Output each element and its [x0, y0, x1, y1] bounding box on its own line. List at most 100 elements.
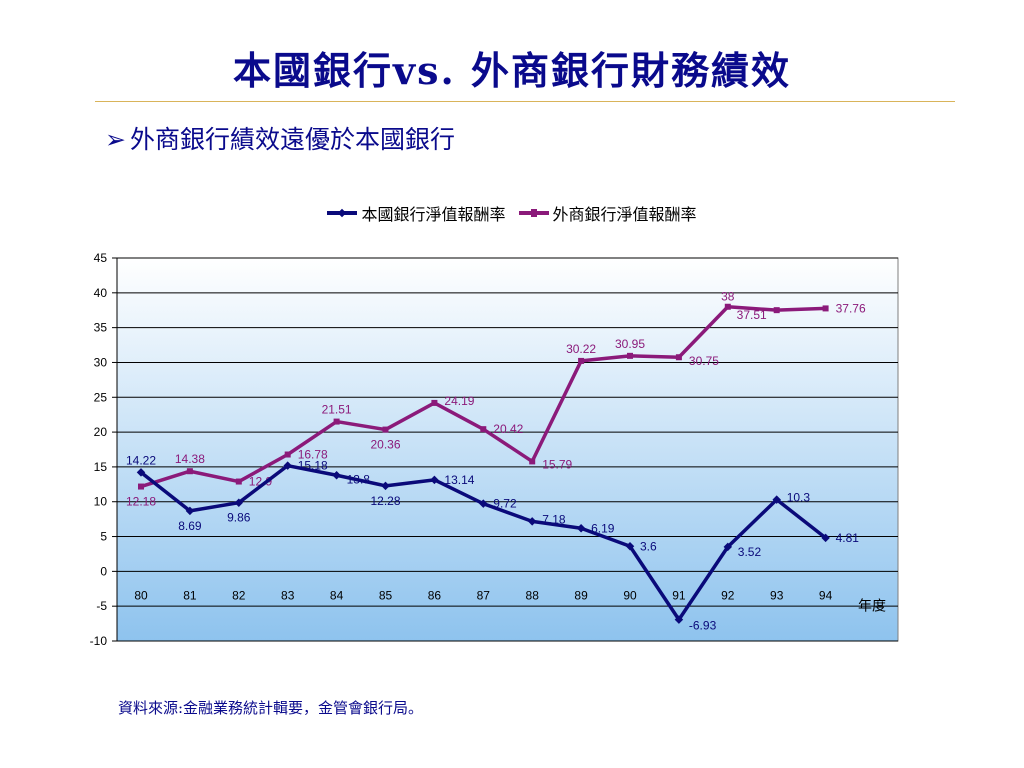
y-tick-label: 30	[94, 355, 108, 369]
y-tick-label: 25	[94, 390, 108, 404]
data-point-domestic	[576, 524, 586, 533]
data-label-foreign: 16.78	[298, 448, 328, 462]
data-label-foreign: 12.18	[126, 495, 156, 509]
legend-swatch-domestic	[327, 211, 358, 215]
x-tick-label: 86	[428, 588, 442, 602]
data-label-foreign: 24.19	[444, 394, 474, 408]
x-axis-label: 年度	[858, 598, 886, 614]
data-label-domestic: 4.81	[836, 531, 860, 545]
x-tick-label: 82	[232, 588, 246, 602]
data-point-domestic	[479, 499, 488, 508]
y-tick-label: 10	[94, 495, 108, 509]
chart-legend: 本國銀行淨值報酬率 外商銀行淨值報酬率	[0, 200, 1024, 225]
data-point-domestic	[185, 506, 195, 516]
data-point-domestic	[136, 468, 146, 477]
title-divider	[95, 101, 955, 102]
x-tick-label: 87	[477, 588, 491, 602]
y-tick-label: -10	[90, 634, 108, 648]
data-point-foreign	[138, 483, 144, 490]
plot-area	[116, 257, 899, 642]
data-label-domestic: 14.22	[126, 453, 156, 467]
x-tick-label: 90	[623, 588, 637, 602]
data-point-domestic	[772, 495, 781, 504]
data-point-foreign	[284, 451, 291, 458]
data-point-domestic	[234, 498, 244, 507]
legend-item-foreign: 外商銀行淨值報酬率	[518, 201, 697, 225]
x-tick-label: 80	[134, 588, 148, 602]
x-tick-label: 93	[770, 588, 784, 602]
data-label-foreign: 15.79	[542, 457, 572, 471]
data-label-foreign: 21.51	[322, 403, 352, 417]
data-point-foreign	[186, 468, 193, 475]
data-label-domestic: 7.18	[542, 512, 566, 526]
x-tick-label: 92	[721, 588, 735, 602]
data-label-domestic: 12.28	[370, 494, 400, 508]
y-tick-label: 40	[94, 286, 108, 300]
x-tick-label: 85	[379, 588, 393, 602]
data-point-domestic	[723, 542, 733, 552]
data-point-foreign	[675, 354, 682, 361]
bullet-point: ➢ 外商銀行績效遠優於本國銀行	[105, 120, 455, 156]
data-point-foreign	[822, 305, 829, 312]
x-tick-label: 83	[281, 588, 295, 602]
y-tick-label: 15	[94, 460, 108, 474]
x-tick-label: 91	[672, 588, 686, 602]
data-label-domestic: 3.52	[738, 545, 762, 559]
y-tick-label: 5	[100, 530, 107, 544]
data-label-domestic: 9.86	[227, 511, 251, 525]
data-point-domestic	[821, 533, 830, 543]
legend-label-foreign: 外商銀行淨值報酬率	[552, 205, 697, 224]
data-label-domestic: 13.8	[347, 472, 371, 486]
data-point-foreign	[529, 458, 536, 465]
data-label-domestic: 13.14	[444, 473, 474, 487]
y-tick-label: 35	[94, 321, 108, 335]
data-label-domestic: 3.6	[640, 539, 657, 553]
data-label-foreign: 30.22	[566, 342, 596, 356]
x-tick-label: 88	[526, 588, 540, 602]
y-tick-label: 45	[94, 251, 108, 265]
data-label-domestic: 9.72	[493, 497, 517, 511]
arrow-bullet-icon: ➢	[105, 125, 126, 154]
source-note: 資料來源:金融業務統計輯要，金管會銀行局。	[118, 699, 424, 717]
x-tick-label: 94	[819, 588, 833, 602]
data-label-foreign: 20.42	[493, 422, 523, 436]
legend-swatch-foreign	[518, 209, 549, 217]
slide-title: 本國銀行vs. 外商銀行財務績效	[233, 48, 791, 93]
data-point-foreign	[578, 357, 585, 364]
y-tick-label: -5	[96, 599, 107, 613]
x-tick-label: 89	[574, 588, 588, 602]
data-label-foreign: 14.38	[175, 452, 205, 466]
data-label-foreign: 12.9	[249, 475, 273, 489]
data-label-foreign: 38	[721, 290, 735, 304]
data-point-domestic	[283, 461, 292, 470]
y-tick-label: 0	[100, 564, 107, 578]
data-point-foreign	[724, 303, 731, 310]
legend-label-domestic: 本國銀行淨值報酬率	[361, 205, 506, 224]
data-point-domestic	[674, 615, 684, 624]
data-label-domestic: -6.93	[689, 619, 717, 633]
data-label-foreign: 30.95	[615, 337, 645, 351]
data-label-foreign: 30.75	[689, 354, 719, 368]
data-label-foreign: 20.36	[370, 438, 400, 452]
data-label-foreign: 37.76	[836, 301, 866, 315]
x-tick-label: 81	[183, 588, 197, 602]
y-tick-label: 20	[94, 425, 108, 439]
data-label-foreign: 37.51	[737, 308, 767, 322]
data-point-domestic	[625, 542, 635, 551]
data-label-domestic: 8.69	[178, 519, 202, 533]
data-point-foreign	[773, 307, 780, 314]
legend-item-domestic: 本國銀行淨值報酬率	[327, 201, 505, 225]
data-point-foreign	[333, 418, 340, 425]
x-tick-label: 84	[330, 588, 344, 602]
data-label-domestic: 15.18	[298, 459, 328, 473]
bullet-text: 外商銀行績效遠優於本國銀行	[129, 125, 455, 154]
data-point-domestic	[430, 475, 439, 485]
data-point-foreign	[382, 426, 389, 433]
data-point-foreign	[431, 399, 438, 406]
data-point-foreign	[627, 352, 633, 359]
data-point-domestic	[332, 471, 341, 480]
data-point-domestic	[527, 517, 537, 526]
data-point-foreign	[235, 478, 242, 485]
data-label-domestic: 10.3	[787, 491, 811, 505]
